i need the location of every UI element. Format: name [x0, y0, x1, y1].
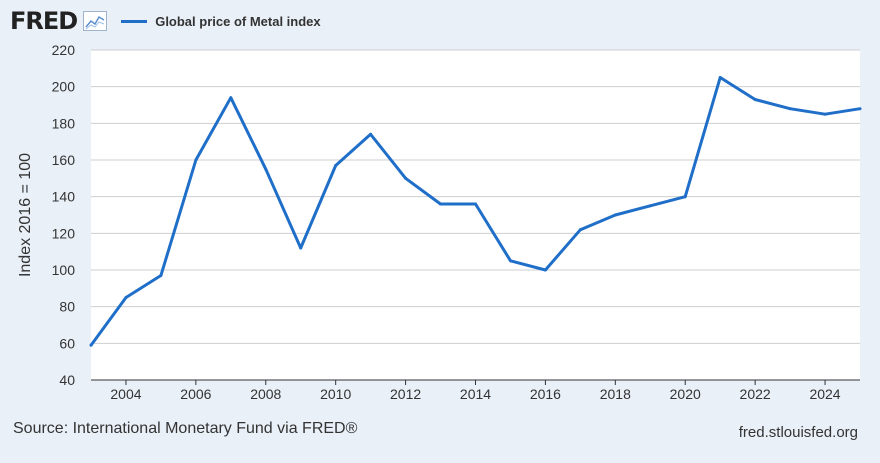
data-point: [229, 96, 233, 100]
y-tick-label: 180: [52, 115, 76, 131]
x-tick-label: 2010: [320, 386, 351, 402]
x-tick-label: 2008: [250, 386, 281, 402]
x-tick-label: 2024: [809, 386, 840, 402]
y-tick-label: 60: [59, 335, 75, 351]
data-point: [474, 202, 477, 206]
y-tick-label: 40: [59, 372, 75, 388]
data-point: [334, 164, 338, 167]
x-tick-label: 2004: [110, 386, 141, 402]
data-point: [718, 76, 722, 79]
header: FRED Global price of Metal index: [10, 6, 321, 36]
fred-logo[interactable]: FRED: [10, 7, 78, 35]
x-tick-label: 2014: [460, 386, 491, 402]
x-tick-label: 2012: [390, 386, 421, 402]
y-tick-label: 200: [52, 79, 76, 95]
data-point: [159, 274, 163, 277]
legend-label: Global price of Metal index: [155, 13, 321, 29]
data-point: [299, 246, 303, 250]
data-point: [858, 107, 862, 111]
data-point: [753, 98, 757, 101]
source-note: Source: International Monetary Fund via …: [13, 420, 358, 437]
y-tick-label: 80: [59, 299, 75, 315]
data-point: [543, 268, 547, 272]
plot-area: [91, 50, 860, 380]
data-point: [578, 228, 582, 232]
x-tick-label: 2020: [670, 386, 701, 402]
data-point: [439, 202, 442, 206]
data-point: [124, 296, 128, 299]
data-point: [613, 213, 617, 217]
y-tick-label: 160: [52, 152, 76, 168]
site-link[interactable]: fred.stlouisfed.org: [738, 424, 858, 441]
data-point: [194, 158, 198, 162]
data-point: [264, 167, 268, 171]
data-point: [788, 107, 792, 111]
legend-swatch: [121, 19, 148, 23]
x-tick-label: 2016: [530, 386, 561, 402]
data-point: [89, 343, 93, 347]
x-tick-label: 2006: [180, 386, 211, 402]
x-tick-label: 2018: [600, 386, 631, 402]
y-tick-label: 100: [52, 262, 76, 278]
data-point: [683, 195, 687, 199]
data-point: [648, 204, 652, 208]
data-point: [404, 176, 408, 180]
y-axis-label: Index 2016 = 100: [17, 153, 34, 277]
data-point: [369, 132, 373, 136]
y-tick-label: 140: [52, 189, 76, 205]
data-point: [823, 112, 827, 116]
x-tick-label: 2022: [740, 386, 771, 402]
line-chart-icon: [83, 11, 108, 31]
data-point: [509, 259, 512, 263]
y-tick-label: 120: [52, 225, 76, 241]
y-tick-label: 220: [52, 42, 76, 58]
legend: Global price of Metal index: [121, 13, 321, 29]
